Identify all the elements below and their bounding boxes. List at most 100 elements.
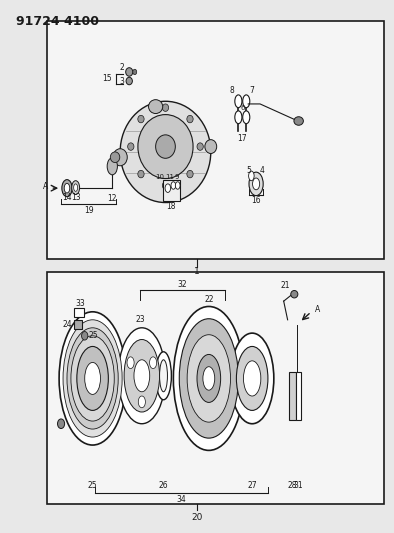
Ellipse shape xyxy=(173,306,244,450)
Ellipse shape xyxy=(138,171,144,178)
Ellipse shape xyxy=(71,336,114,421)
Ellipse shape xyxy=(235,111,242,124)
Ellipse shape xyxy=(64,183,70,193)
Ellipse shape xyxy=(138,115,193,179)
Ellipse shape xyxy=(72,181,80,195)
Text: 9: 9 xyxy=(175,174,179,180)
Text: 10: 10 xyxy=(155,174,164,180)
Text: 3: 3 xyxy=(119,77,124,85)
Bar xyxy=(296,372,301,420)
Ellipse shape xyxy=(171,182,176,189)
Ellipse shape xyxy=(138,396,145,408)
Text: 23: 23 xyxy=(135,316,145,324)
Text: 1: 1 xyxy=(194,268,200,276)
Text: 15: 15 xyxy=(102,74,112,83)
Text: 7: 7 xyxy=(249,86,254,95)
Text: 16: 16 xyxy=(251,197,261,205)
Ellipse shape xyxy=(58,419,65,429)
Text: 19: 19 xyxy=(84,206,93,215)
Text: 32: 32 xyxy=(177,280,187,288)
Ellipse shape xyxy=(197,354,221,402)
Ellipse shape xyxy=(149,100,163,114)
Ellipse shape xyxy=(197,143,203,150)
Text: 14: 14 xyxy=(62,193,72,202)
Text: A: A xyxy=(315,305,320,313)
Ellipse shape xyxy=(62,180,72,197)
Ellipse shape xyxy=(134,360,150,392)
Ellipse shape xyxy=(120,101,211,203)
Text: 22: 22 xyxy=(204,295,214,304)
Ellipse shape xyxy=(82,332,88,340)
Text: 13: 13 xyxy=(71,193,80,202)
Bar xyxy=(47,21,384,259)
Text: 26: 26 xyxy=(159,481,168,489)
Text: 21: 21 xyxy=(281,281,290,289)
Ellipse shape xyxy=(235,95,242,108)
Ellipse shape xyxy=(113,149,127,166)
Text: 31: 31 xyxy=(294,481,303,489)
Ellipse shape xyxy=(187,171,193,178)
Text: 11: 11 xyxy=(165,174,174,180)
Ellipse shape xyxy=(236,346,268,410)
Ellipse shape xyxy=(133,69,137,75)
Text: 34: 34 xyxy=(177,495,186,504)
Ellipse shape xyxy=(126,68,133,76)
Text: 5: 5 xyxy=(246,166,251,175)
Text: 17: 17 xyxy=(238,134,247,143)
Ellipse shape xyxy=(118,328,165,424)
Bar xyxy=(74,308,84,317)
Text: A: A xyxy=(43,182,48,191)
Ellipse shape xyxy=(156,135,175,158)
Ellipse shape xyxy=(249,172,263,196)
Ellipse shape xyxy=(243,95,250,108)
Ellipse shape xyxy=(165,184,171,192)
Text: 24: 24 xyxy=(63,320,72,328)
Ellipse shape xyxy=(187,335,230,422)
Text: 33: 33 xyxy=(76,300,85,308)
Bar xyxy=(74,320,82,329)
Ellipse shape xyxy=(77,346,108,410)
Ellipse shape xyxy=(59,312,126,445)
Text: 6: 6 xyxy=(240,105,245,111)
Ellipse shape xyxy=(187,115,193,123)
Ellipse shape xyxy=(205,140,217,154)
Ellipse shape xyxy=(253,178,260,190)
Ellipse shape xyxy=(128,143,134,150)
Ellipse shape xyxy=(138,115,144,123)
Text: 8: 8 xyxy=(230,86,234,95)
Ellipse shape xyxy=(249,171,254,181)
Text: 2: 2 xyxy=(119,63,124,72)
Ellipse shape xyxy=(67,328,118,429)
Ellipse shape xyxy=(156,352,171,400)
Ellipse shape xyxy=(179,319,238,438)
Ellipse shape xyxy=(162,104,169,111)
Ellipse shape xyxy=(160,360,167,392)
Ellipse shape xyxy=(107,158,117,175)
Ellipse shape xyxy=(162,182,169,189)
Bar xyxy=(289,372,296,420)
Ellipse shape xyxy=(124,340,160,412)
Text: 25: 25 xyxy=(88,481,97,489)
Ellipse shape xyxy=(63,320,122,437)
Text: 91724 4100: 91724 4100 xyxy=(16,15,99,28)
Ellipse shape xyxy=(150,357,157,369)
Ellipse shape xyxy=(230,333,274,424)
Text: 18: 18 xyxy=(167,203,176,211)
Text: 20: 20 xyxy=(191,513,203,521)
Ellipse shape xyxy=(74,184,78,191)
Ellipse shape xyxy=(243,361,261,396)
Ellipse shape xyxy=(175,182,180,189)
Ellipse shape xyxy=(110,152,120,163)
Ellipse shape xyxy=(291,290,298,298)
Ellipse shape xyxy=(127,357,134,369)
Ellipse shape xyxy=(294,117,303,125)
Ellipse shape xyxy=(203,367,215,390)
Bar xyxy=(47,272,384,504)
Ellipse shape xyxy=(85,362,100,394)
Text: 12: 12 xyxy=(108,194,117,203)
Ellipse shape xyxy=(126,77,132,85)
Text: 4: 4 xyxy=(259,166,264,175)
Text: 28: 28 xyxy=(288,481,297,489)
Text: 27: 27 xyxy=(247,481,257,489)
Ellipse shape xyxy=(243,111,250,124)
